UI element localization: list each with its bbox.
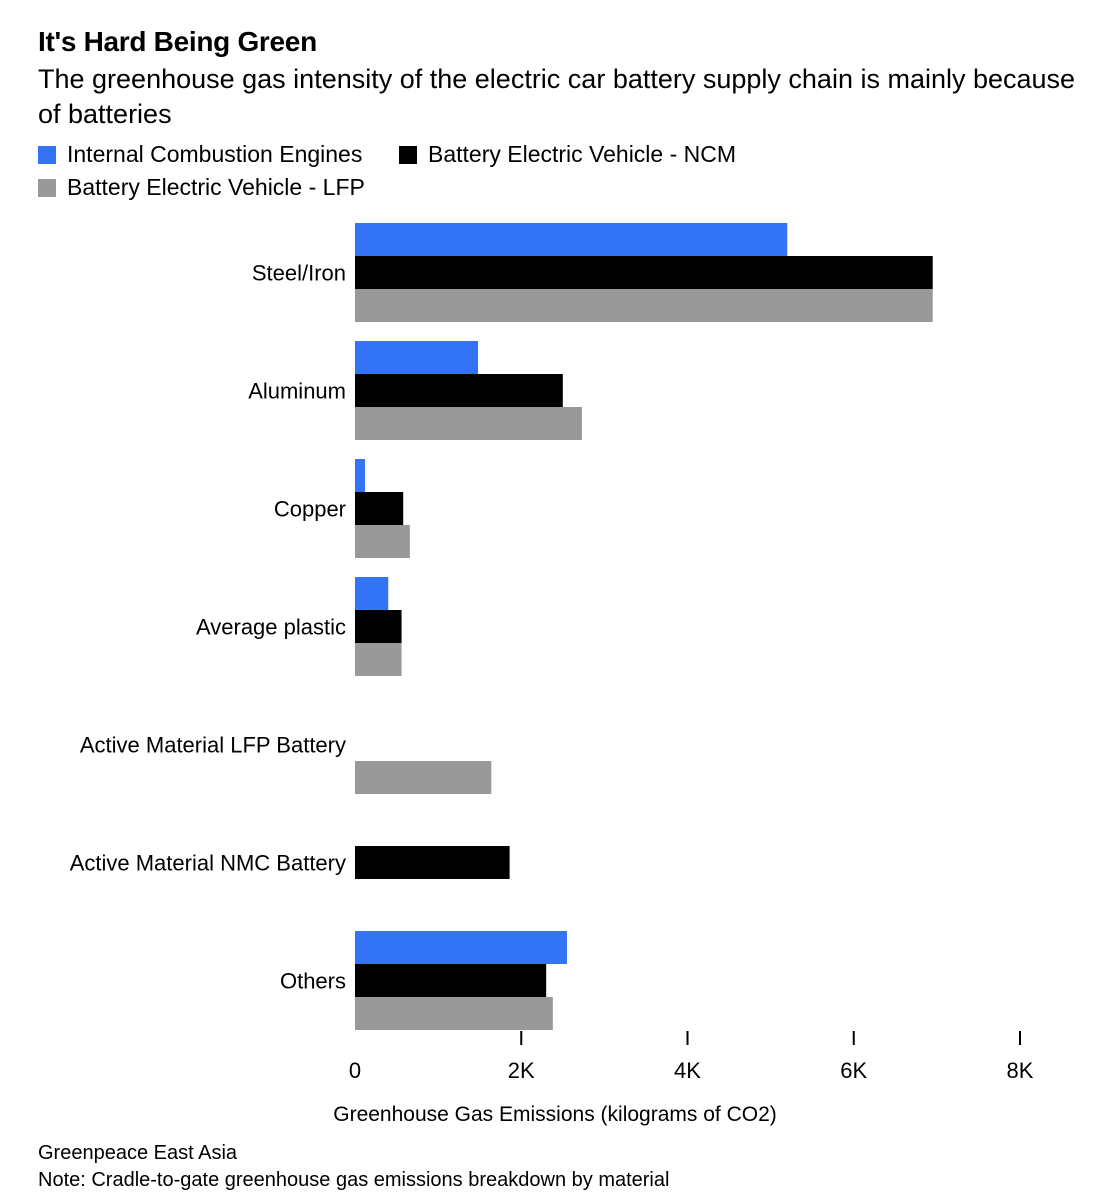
bar-active-material-lfp-battery-lfp (355, 761, 492, 794)
bar-aluminum-ice (355, 341, 479, 374)
legend-swatch-lfp (38, 178, 56, 197)
legend-label-ice: Internal Combustion Engines (67, 141, 363, 167)
category-label-active-material-lfp-battery: Active Material LFP Battery (80, 733, 346, 758)
bar-others-ncm (355, 964, 547, 997)
x-tick-label-8k: 8K (1007, 1058, 1034, 1083)
category-label-others: Others (280, 969, 346, 994)
chart-title: It's Hard Being Green (38, 26, 317, 57)
bar-average-plastic-ice (355, 577, 389, 610)
category-label-steel-iron: Steel/Iron (252, 261, 346, 286)
category-label-aluminum: Aluminum (248, 379, 346, 404)
legend-label-ncm: Battery Electric Vehicle - NCM (428, 141, 737, 167)
x-tick-label-4k: 4K (674, 1058, 701, 1083)
x-axis-title: Greenhouse Gas Emissions (kilograms of C… (333, 1103, 777, 1126)
note-line: Note: Cradle-to-gate greenhouse gas emis… (38, 1169, 670, 1191)
bar-others-lfp (355, 997, 553, 1030)
category-label-copper: Copper (274, 497, 346, 522)
bar-active-material-nmc-battery-ncm (355, 846, 510, 879)
legend-swatch-ice (38, 145, 56, 164)
chart-subtitle: The greenhouse gas intensity of the elec… (38, 64, 1076, 129)
source-line: Greenpeace East Asia (38, 1142, 238, 1164)
source-notes: Greenpeace East Asia Note: Cradle-to-gat… (38, 1140, 669, 1194)
legend-swatch-ncm (399, 145, 417, 164)
legend-item-ice: Internal Combustion Engines (38, 141, 362, 168)
bar-copper-lfp (355, 525, 410, 558)
legend-item-ncm: Battery Electric Vehicle - NCM (399, 141, 736, 168)
bar-steel-iron-ice (355, 223, 788, 256)
category-label-active-material-nmc-battery: Active Material NMC Battery (70, 851, 346, 876)
bar-aluminum-ncm (355, 374, 563, 407)
bar-average-plastic-ncm (355, 610, 402, 643)
bar-aluminum-lfp (355, 407, 582, 440)
x-tick-label-2k: 2K (508, 1058, 535, 1083)
x-tick-label-6k: 6K (840, 1058, 867, 1083)
bar-others-ice (355, 931, 567, 964)
bar-steel-iron-lfp (355, 289, 933, 322)
legend-item-lfp: Battery Electric Vehicle - LFP (38, 174, 365, 201)
bar-copper-ice (355, 459, 365, 492)
legend-label-lfp: Battery Electric Vehicle - LFP (67, 174, 365, 200)
bar-copper-ncm (355, 492, 404, 525)
category-label-average-plastic: Average plastic (196, 615, 346, 640)
bar-steel-iron-ncm (355, 256, 933, 289)
bar-average-plastic-lfp (355, 643, 402, 676)
x-tick-label-0: 0 (349, 1058, 361, 1083)
